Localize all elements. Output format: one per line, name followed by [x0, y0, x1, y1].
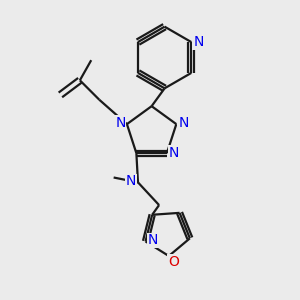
Text: N: N [148, 233, 158, 248]
Text: N: N [178, 116, 189, 130]
Text: N: N [115, 116, 126, 130]
Text: N: N [126, 174, 136, 188]
Text: N: N [169, 146, 179, 160]
Text: O: O [168, 255, 179, 269]
Text: N: N [193, 35, 204, 49]
